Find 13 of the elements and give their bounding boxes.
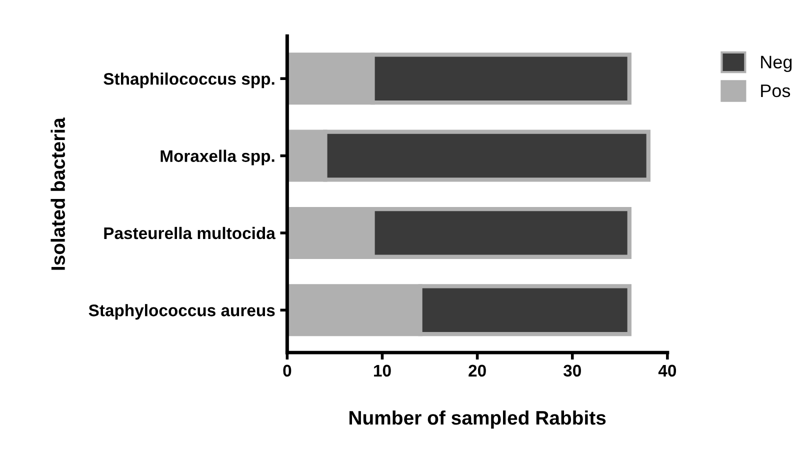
y-tick-label: Sthaphilococcus spp. [104,72,274,88]
y-tick-label: Staphylococcus aureus [88,304,275,320]
x-tick-label: 20 [468,364,486,377]
y-axis-title: Isolated bacteria [50,118,66,270]
legend-label: Pos [761,84,790,98]
x-tick-label: 10 [374,364,391,377]
x-axis-title: Number of sampled Rabbits [350,410,606,429]
y-tick-label: Moraxella spp. [160,150,274,166]
x-tick-label: 40 [658,364,676,377]
x-tick-label: 0 [283,364,292,377]
y-tick-label: Pasteurella multocida [104,226,276,240]
x-tick-label: 30 [563,364,581,377]
legend-label: Neg [761,56,792,72]
